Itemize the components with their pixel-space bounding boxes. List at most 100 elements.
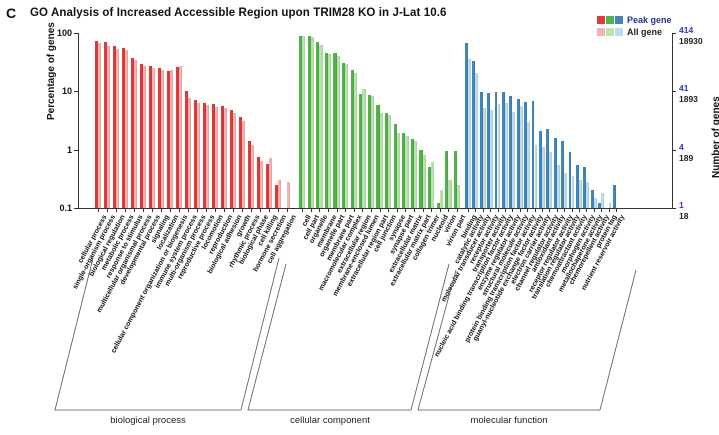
bar-peak [248, 141, 252, 208]
bar-peak [333, 53, 337, 208]
bar-all [116, 48, 120, 208]
x-tick [371, 209, 372, 212]
legend-swatch-all-red [597, 28, 605, 36]
bar-peak [613, 184, 616, 208]
legend-label-all-gene: All gene [627, 27, 663, 37]
bar-peak [494, 92, 498, 208]
bar-all [482, 107, 486, 208]
bar-peak [465, 43, 468, 208]
bar-peak [376, 105, 380, 208]
bar-all [396, 133, 400, 208]
y-tick-label-left: 0.1 [59, 203, 72, 213]
x-tick [541, 209, 543, 212]
bar-all [448, 180, 452, 208]
legend-swatch-peak-red [597, 16, 605, 24]
y-tick-right [672, 33, 676, 34]
bar-peak [539, 130, 542, 208]
bar-peak [553, 137, 557, 208]
bar-peak [104, 42, 108, 208]
bar-peak [230, 109, 234, 208]
bar-all [422, 155, 426, 208]
x-tick [161, 209, 163, 212]
x-tick [379, 209, 381, 212]
bar-all [467, 58, 471, 208]
bar-peak [359, 94, 363, 208]
x-tick [170, 209, 172, 212]
bar-peak [453, 151, 457, 208]
bar-peak [479, 91, 483, 208]
x-tick [571, 209, 573, 212]
bar-all [152, 68, 156, 208]
y-tick-left [74, 33, 78, 34]
bar-all [414, 141, 418, 208]
x-tick [549, 209, 551, 212]
x-tick [197, 209, 199, 212]
y-axis-label-right: Number of genes [711, 96, 719, 178]
x-tick [482, 209, 484, 212]
bar-all [541, 147, 545, 208]
bar-peak [428, 167, 432, 208]
bar-peak [546, 128, 550, 208]
y-tick-label-all-count: 189 [679, 153, 694, 163]
bar-all [125, 50, 129, 208]
x-tick [467, 209, 469, 212]
x-tick [527, 209, 529, 212]
bar-peak [576, 164, 579, 208]
bar-all [215, 106, 219, 208]
bar-peak [367, 94, 371, 208]
bar-peak [131, 57, 135, 208]
y-tick-left [74, 150, 78, 151]
bar-all [556, 164, 560, 208]
group-name-biological-process: biological process [110, 415, 186, 426]
bar-all [233, 112, 237, 208]
x-tick [179, 209, 181, 212]
x-tick [512, 209, 514, 212]
x-tick [233, 209, 235, 212]
legend-swatch-all-green [606, 28, 614, 36]
bar-peak [140, 64, 144, 208]
x-tick [125, 209, 127, 212]
y-tick-right [672, 91, 676, 92]
bar-peak [221, 106, 225, 208]
bar-peak [410, 139, 414, 208]
x-tick [251, 209, 253, 212]
bar-all [278, 180, 282, 208]
bar-all [578, 180, 582, 208]
x-tick [278, 209, 280, 212]
bar-all [388, 114, 392, 208]
bar-all [512, 112, 516, 208]
legend-swatch-peak-green [606, 16, 614, 24]
y-tick-label-left: 10 [61, 86, 72, 96]
bar-all [251, 145, 255, 208]
x-tick [490, 209, 492, 212]
bar-all [353, 72, 357, 208]
x-tick [593, 209, 595, 212]
y-tick-label-all-count: 18930 [679, 36, 703, 46]
x-tick [556, 209, 558, 212]
bar-peak [167, 71, 171, 208]
bar-all [302, 36, 306, 208]
bar-all [527, 121, 530, 208]
bar-all [319, 45, 323, 208]
bar-peak [324, 52, 328, 208]
bar-all [188, 97, 192, 208]
bar-peak [436, 203, 440, 208]
y-tick-label-peak-count: 41 [679, 83, 689, 93]
x-tick [215, 209, 217, 212]
x-tick [504, 209, 506, 212]
bar-all [586, 181, 590, 208]
bar-peak [342, 62, 346, 208]
bar-peak [275, 184, 279, 208]
x-tick [431, 209, 433, 212]
bar-all [371, 96, 375, 208]
legend-swatch-peak-blue [615, 16, 623, 24]
bar-peak [194, 100, 198, 208]
panel-label: C [6, 5, 17, 21]
bar-all [564, 172, 567, 208]
bar-peak [257, 157, 261, 208]
x-tick [224, 209, 226, 212]
y-tick-label-peak-count: 414 [679, 25, 694, 35]
bar-all [134, 60, 138, 208]
y-tick-label-peak-count: 4 [679, 142, 684, 152]
